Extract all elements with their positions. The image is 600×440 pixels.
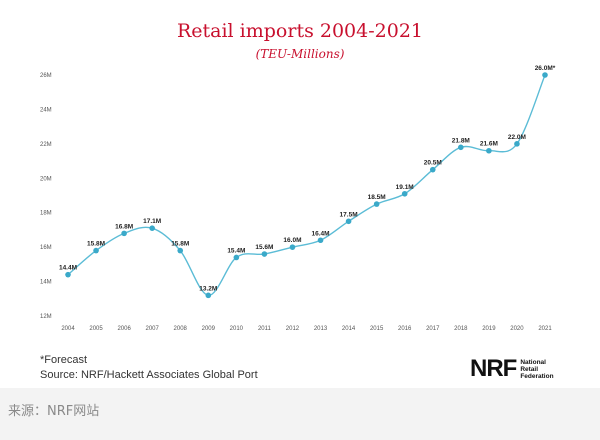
data-point: [121, 230, 127, 237]
x-tick-label: 2020: [510, 326, 524, 332]
y-tick-label: 12M: [40, 314, 52, 320]
data-label: 13.2M: [199, 285, 217, 292]
data-point: [149, 225, 155, 232]
data-label: 21.8M: [452, 137, 470, 144]
data-point: [261, 251, 268, 257]
data-label: 14.4M: [59, 265, 77, 272]
y-tick-label: 26M: [40, 73, 52, 79]
logo-mark: NRF: [470, 355, 517, 382]
x-tick-label: 2016: [398, 326, 412, 332]
x-tick-label: 2014: [342, 326, 356, 332]
x-tick-label: 2010: [230, 326, 244, 332]
logo-line-1: National: [520, 358, 546, 366]
data-label: 16.4M: [311, 230, 329, 237]
x-tick-label: 2013: [314, 326, 328, 332]
chart-subtitle: (TEU-Millions): [255, 47, 345, 61]
data-label: 18.5M: [368, 194, 386, 201]
x-tick-label: 2015: [370, 326, 384, 332]
data-label: 19.1M: [396, 184, 414, 191]
logo-line-2: Retail: [520, 365, 539, 373]
nrf-logo: NRF National Retail Federation: [470, 356, 554, 382]
x-tick-label: 2018: [454, 326, 468, 332]
data-point: [542, 72, 548, 78]
data-point: [429, 166, 436, 173]
x-tick-label: 2008: [174, 326, 188, 332]
data-point: [205, 292, 212, 299]
data-point: [401, 190, 408, 197]
x-tick-label: 2019: [482, 326, 496, 332]
forecast-note: *Forecast: [40, 354, 88, 366]
x-tick-label: 2012: [286, 326, 300, 332]
y-tick-label: 18M: [40, 211, 52, 217]
data-label: 16.0M: [283, 237, 301, 244]
x-tick-label: 2021: [538, 326, 552, 332]
data-point: [345, 218, 352, 225]
line-chart: 12M 14M 16M 18M 20M 22M 24M 26M 2004 2005 2006 2007…: [40, 65, 556, 332]
source-note: Source: NRF/Hackett Associates Global Po…: [40, 369, 258, 381]
y-tick-label: 20M: [40, 176, 52, 182]
data-point: [233, 254, 240, 261]
data-point: [93, 247, 99, 254]
series-line: [67, 74, 546, 297]
x-tick-label: 2004: [61, 326, 75, 332]
data-label: 15.6M: [255, 244, 273, 251]
data-label: 20.5M: [424, 160, 442, 167]
data-label: 17.1M: [143, 218, 161, 225]
data-point: [486, 147, 492, 154]
data-label: 21.6M: [480, 141, 498, 148]
data-point: [514, 141, 520, 147]
y-tick-label: 16M: [40, 245, 52, 251]
data-point: [317, 237, 324, 244]
logo-text: National Retail Federation: [520, 359, 553, 380]
data-point: [177, 247, 184, 254]
x-tick-label: 2017: [426, 326, 440, 332]
data-label: 22.0M: [508, 134, 526, 141]
y-tick-label: 14M: [40, 280, 52, 286]
x-tick-label: 2005: [89, 326, 103, 332]
page-caption: 来源：NRF网站: [8, 404, 100, 419]
y-tick-label: 22M: [40, 142, 52, 148]
data-label: 15.8M: [171, 241, 189, 248]
data-label: 26.0M*: [535, 65, 556, 72]
data-label: 15.8M: [87, 241, 105, 248]
data-point: [289, 244, 296, 250]
data-label: 16.8M: [115, 223, 133, 230]
data-label: 15.4M: [227, 247, 245, 254]
data-label: 17.5M: [340, 211, 358, 218]
data-point: [373, 201, 380, 207]
x-tick-label: 2009: [202, 326, 216, 332]
y-tick-label: 24M: [40, 107, 52, 113]
x-tick-label: 2011: [258, 326, 272, 332]
x-tick-label: 2006: [117, 326, 131, 332]
x-tick-label: 2007: [145, 326, 159, 332]
chart-title: Retail imports 2004-2021: [176, 20, 424, 42]
data-point: [458, 144, 464, 151]
chart-card: Retail imports 2004-2021 (TEU-Millions) …: [0, 0, 600, 388]
data-point: [65, 271, 71, 278]
logo-line-3: Federation: [520, 372, 554, 380]
